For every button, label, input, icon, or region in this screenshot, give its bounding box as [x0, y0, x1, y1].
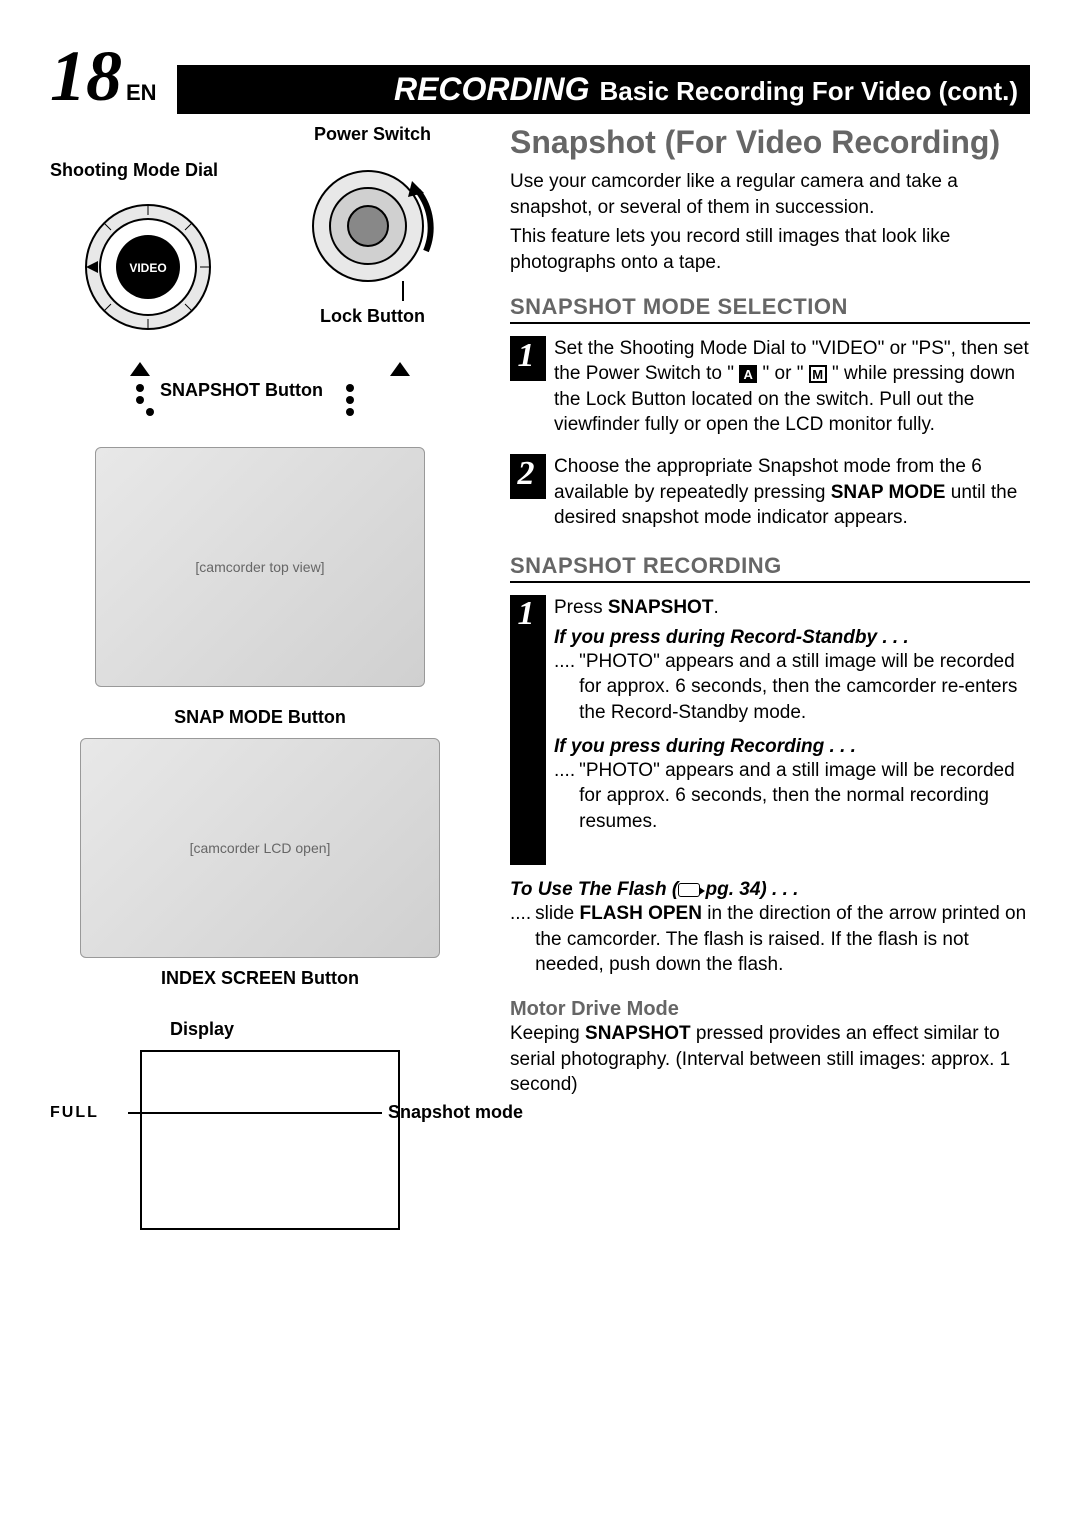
display-line — [128, 1112, 382, 1114]
step-1: 1 Set the Shooting Mode Dial to "VIDEO" … — [510, 336, 1030, 443]
camcorder-top-illustration: [camcorder top view] — [95, 447, 425, 687]
shooting-mode-dial-label: Shooting Mode Dial — [50, 160, 245, 181]
mode-selection-head: SNAPSHOT MODE SELECTION — [510, 294, 1030, 324]
motor-drive-head: Motor Drive Mode — [510, 998, 1030, 1021]
lang-code: EN — [126, 80, 157, 106]
step-2-number: 2 — [510, 454, 546, 499]
manual-mode-icon: M — [809, 365, 827, 383]
display-box — [140, 1050, 400, 1230]
page-header: 18 EN RECORDING Basic Recording For Vide… — [50, 40, 1030, 114]
band-subtitle: Basic Recording For Video (cont.) — [600, 76, 1018, 107]
snap-mode-button-label: SNAP MODE Button — [50, 707, 470, 728]
band-title: RECORDING — [394, 71, 590, 108]
snapshot-recording-head: SNAPSHOT RECORDING — [510, 553, 1030, 583]
if-recording-head: If you press during Recording . . . — [554, 736, 1030, 758]
display-label: Display — [170, 1019, 470, 1040]
left-column: Shooting Mode Dial VIDEO — [50, 124, 470, 1230]
recording-step-1: 1 Press SNAPSHOT. If you press during Re… — [510, 595, 1030, 865]
page-number: 18 — [50, 40, 122, 112]
motor-drive-text: Keeping SNAPSHOT pressed provides an eff… — [510, 1021, 1030, 1098]
power-switch-illustration — [298, 151, 448, 301]
step-2: 2 Choose the appropriate Snapshot mode f… — [510, 454, 1030, 535]
snapshot-mode-label: Snapshot mode — [388, 1102, 523, 1123]
if-standby-head: If you press during Record-Standby . . . — [554, 627, 1030, 649]
camcorder-lcd-illustration: [camcorder LCD open] — [80, 738, 440, 958]
right-column: Snapshot (For Video Recording) Use your … — [510, 124, 1030, 1230]
recording-step-1-number: 1 — [510, 595, 546, 865]
display-full-label: FULL — [50, 1104, 99, 1122]
flash-text: .... slide FLASH OPEN in the direction o… — [510, 901, 1030, 982]
step-1-number: 1 — [510, 336, 546, 381]
auto-mode-icon: A — [739, 365, 757, 383]
step-1-text: Set the Shooting Mode Dial to "VIDEO" or… — [554, 336, 1030, 439]
page-ref-icon — [678, 883, 700, 897]
svg-text:VIDEO: VIDEO — [129, 261, 166, 275]
power-switch-label: Power Switch — [275, 124, 470, 145]
snapshot-button-label: SNAPSHOT Button — [160, 380, 323, 401]
flash-head: To Use The Flash ( pg. 34) . . . — [510, 879, 1030, 901]
intro-1: Use your camcorder like a regular camera… — [510, 169, 1030, 220]
press-snapshot: Press SNAPSHOT. — [554, 595, 1030, 621]
intro-2: This feature lets you record still image… — [510, 224, 1030, 275]
section-title: Snapshot (For Video Recording) — [510, 124, 1030, 161]
header-band: RECORDING Basic Recording For Video (con… — [177, 65, 1030, 114]
recording-text: .... "PHOTO" appears and a still image w… — [554, 758, 1030, 835]
standby-text: .... "PHOTO" appears and a still image w… — [554, 649, 1030, 726]
step-2-text: Choose the appropriate Snapshot mode fro… — [554, 454, 1030, 531]
dial-illustration: VIDEO — [68, 187, 228, 347]
lock-button-label: Lock Button — [275, 306, 470, 327]
index-screen-button-label: INDEX SCREEN Button — [50, 968, 470, 989]
